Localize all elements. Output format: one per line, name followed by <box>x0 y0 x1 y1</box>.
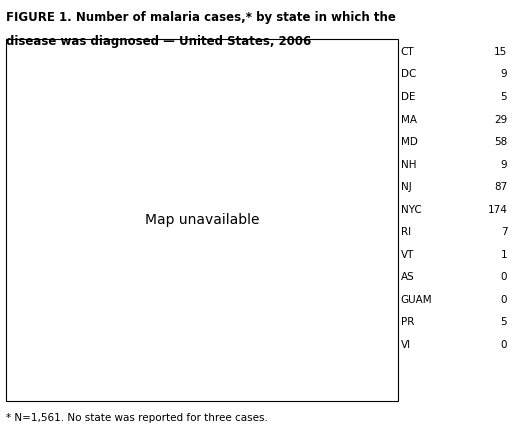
Text: DC: DC <box>401 69 416 80</box>
Text: NYC: NYC <box>401 204 421 215</box>
Text: * N=1,561. No state was reported for three cases.: * N=1,561. No state was reported for thr… <box>6 414 268 423</box>
Text: MA: MA <box>401 114 417 125</box>
Text: 0: 0 <box>501 339 507 350</box>
Text: disease was diagnosed — United States, 2006: disease was diagnosed — United States, 2… <box>6 35 312 48</box>
Text: FIGURE 1. Number of malaria cases,* by state in which the: FIGURE 1. Number of malaria cases,* by s… <box>6 11 396 24</box>
Text: 5: 5 <box>501 317 507 327</box>
Text: VI: VI <box>401 339 411 350</box>
Text: AS: AS <box>401 272 415 282</box>
Text: 15: 15 <box>494 47 507 57</box>
Text: 5: 5 <box>501 92 507 102</box>
Text: 87: 87 <box>494 182 507 192</box>
Text: 29: 29 <box>494 114 507 125</box>
Text: 9: 9 <box>501 159 507 170</box>
Text: CT: CT <box>401 47 414 57</box>
Text: PR: PR <box>401 317 414 327</box>
Text: 7: 7 <box>501 227 507 237</box>
Text: MD: MD <box>401 137 418 147</box>
Text: NJ: NJ <box>401 182 411 192</box>
Text: RI: RI <box>401 227 411 237</box>
Text: VT: VT <box>401 249 414 260</box>
Text: 0: 0 <box>501 272 507 282</box>
Text: GUAM: GUAM <box>401 294 432 305</box>
Text: 9: 9 <box>501 69 507 80</box>
Text: 174: 174 <box>487 204 507 215</box>
Text: 1: 1 <box>501 249 507 260</box>
Text: 0: 0 <box>501 294 507 305</box>
Text: NH: NH <box>401 159 416 170</box>
Text: Map unavailable: Map unavailable <box>145 213 259 227</box>
Text: 58: 58 <box>494 137 507 147</box>
Text: DE: DE <box>401 92 415 102</box>
